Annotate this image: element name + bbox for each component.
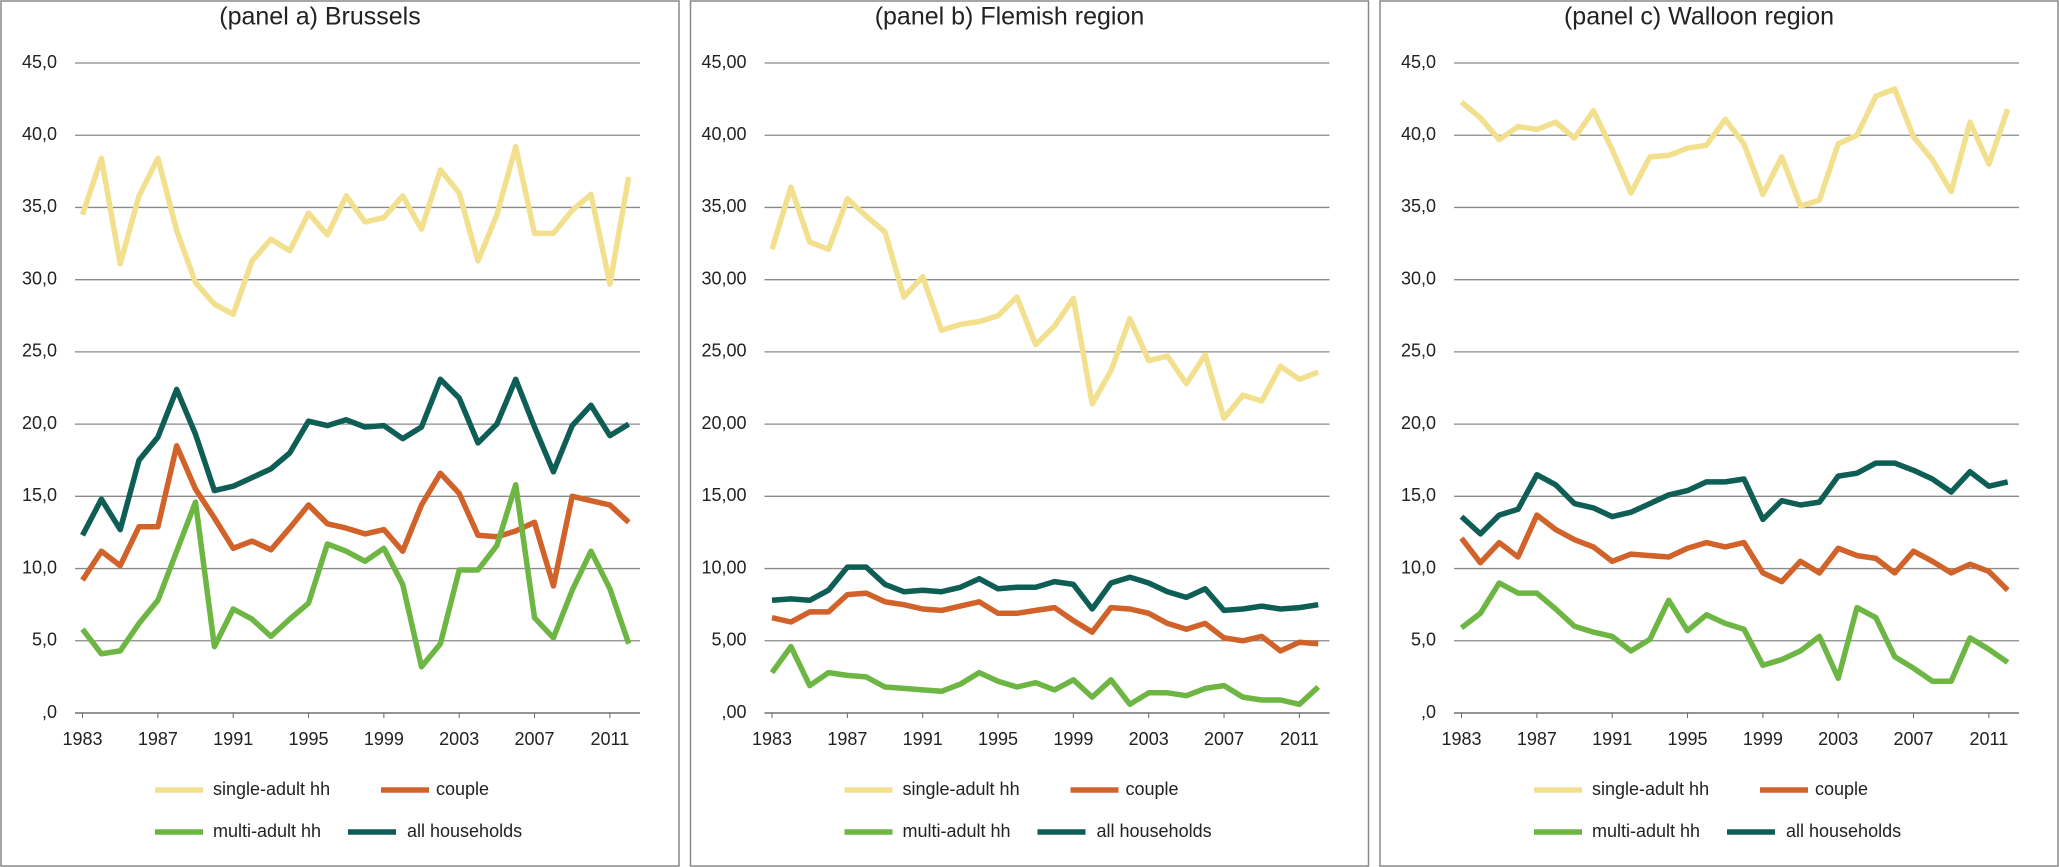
panel: (panel b) Flemish region ,00 5,00 10,00 15,0… xyxy=(689,0,1370,867)
series-line xyxy=(80,376,631,537)
x-tick-label: 1999 xyxy=(1743,729,1783,749)
y-tick-label: 20,0 xyxy=(22,413,57,433)
x-tick-label: 1987 xyxy=(827,729,867,749)
panel-border xyxy=(1379,0,2059,867)
x-tick-label: 2003 xyxy=(439,729,479,749)
y-tick-label: 20,00 xyxy=(701,413,746,433)
y-tick-label: 40,0 xyxy=(1401,124,1436,144)
legend-label: all households xyxy=(1786,821,1901,841)
y-tick-label: 35,0 xyxy=(22,196,57,216)
x-tick-label: 2011 xyxy=(1280,729,1319,749)
x-tick-label: 1983 xyxy=(752,729,792,749)
chart-title: (panel b) Flemish region xyxy=(875,3,1145,31)
x-tick-label: 1987 xyxy=(138,729,178,749)
y-tick-label: 40,00 xyxy=(701,124,746,144)
series-line xyxy=(1459,512,2010,593)
x-tick-label: 2007 xyxy=(1204,729,1244,749)
x-tick-label: 1983 xyxy=(1442,729,1482,749)
y-tick-label: ,0 xyxy=(1421,702,1436,722)
y-tick-label: 5,00 xyxy=(711,630,746,650)
x-tick-label: 1991 xyxy=(1592,729,1632,749)
legend-label: couple xyxy=(1126,779,1179,799)
y-tick-label: ,0 xyxy=(42,702,57,722)
x-tick-label: 1995 xyxy=(289,729,329,749)
series-line xyxy=(769,184,1320,422)
y-tick-label: 15,0 xyxy=(22,485,57,505)
legend-label: single-adult hh xyxy=(903,779,1020,799)
x-tick-label: 1995 xyxy=(1668,729,1708,749)
series-line xyxy=(771,564,1319,614)
x-tick-label: 2011 xyxy=(591,729,630,749)
series-line xyxy=(79,144,632,318)
panel: (panel a) Brussels ,0 5,0 10,0 15,0 20,0 25,0 3… xyxy=(0,0,680,867)
x-tick-label: 2007 xyxy=(1894,729,1934,749)
panel-border xyxy=(689,0,1370,867)
x-tick-label: 1999 xyxy=(364,729,404,749)
series-line xyxy=(771,590,1319,654)
y-tick-label: 45,0 xyxy=(22,52,57,72)
legend-label: multi-adult hh xyxy=(213,821,321,841)
y-tick-label: 15,00 xyxy=(701,485,746,505)
series-line xyxy=(80,482,632,670)
y-tick-label: 45,0 xyxy=(1401,52,1436,72)
y-tick-label: 15,0 xyxy=(1401,485,1436,505)
x-tick-label: 2011 xyxy=(1970,729,2009,749)
y-tick-label: 10,0 xyxy=(1401,557,1436,577)
legend-label: all households xyxy=(407,821,522,841)
y-tick-label: ,00 xyxy=(721,702,746,722)
y-tick-label: 30,00 xyxy=(701,268,746,288)
legend-label: multi-adult hh xyxy=(903,821,1011,841)
y-tick-label: 10,00 xyxy=(701,557,746,577)
series-line xyxy=(769,643,1321,708)
series-line xyxy=(1459,580,2010,684)
legend-label: couple xyxy=(1815,779,1868,799)
x-tick-label: 1999 xyxy=(1053,729,1093,749)
series-line xyxy=(1459,460,2009,537)
y-tick-label: 45,00 xyxy=(701,52,746,72)
x-tick-label: 1991 xyxy=(213,729,253,749)
y-tick-label: 30,0 xyxy=(22,268,57,288)
y-tick-label: 20,0 xyxy=(1401,413,1436,433)
y-tick-label: 40,0 xyxy=(22,124,57,144)
legend-label: couple xyxy=(436,779,489,799)
legend-label: single-adult hh xyxy=(1592,779,1709,799)
y-tick-label: 25,00 xyxy=(701,341,746,361)
x-tick-label: 1983 xyxy=(63,729,103,749)
y-tick-label: 25,0 xyxy=(1401,341,1436,361)
x-tick-label: 1991 xyxy=(903,729,943,749)
x-tick-label: 2003 xyxy=(1818,729,1858,749)
legend-label: all households xyxy=(1097,821,1212,841)
y-tick-label: 35,00 xyxy=(701,196,746,216)
chart-title: (panel a) Brussels xyxy=(219,3,420,31)
y-tick-label: 5,0 xyxy=(1411,630,1436,650)
panel: (panel c) Walloon region ,0 5,0 10,0 15,0 20,… xyxy=(1379,0,2059,867)
series-line xyxy=(80,443,631,589)
chart-title: (panel c) Walloon region xyxy=(1564,3,1834,31)
y-tick-label: 35,0 xyxy=(1401,196,1436,216)
y-tick-label: 25,0 xyxy=(22,341,57,361)
legend-label: single-adult hh xyxy=(213,779,330,799)
y-tick-label: 10,0 xyxy=(22,557,57,577)
y-tick-label: 5,0 xyxy=(32,630,57,650)
y-tick-label: 30,0 xyxy=(1401,268,1436,288)
series-line xyxy=(1459,86,2011,209)
x-tick-label: 1995 xyxy=(978,729,1018,749)
x-tick-label: 2007 xyxy=(515,729,555,749)
x-tick-label: 2003 xyxy=(1129,729,1169,749)
panel-border xyxy=(0,0,680,867)
x-tick-label: 1987 xyxy=(1517,729,1557,749)
legend-label: multi-adult hh xyxy=(1592,821,1700,841)
